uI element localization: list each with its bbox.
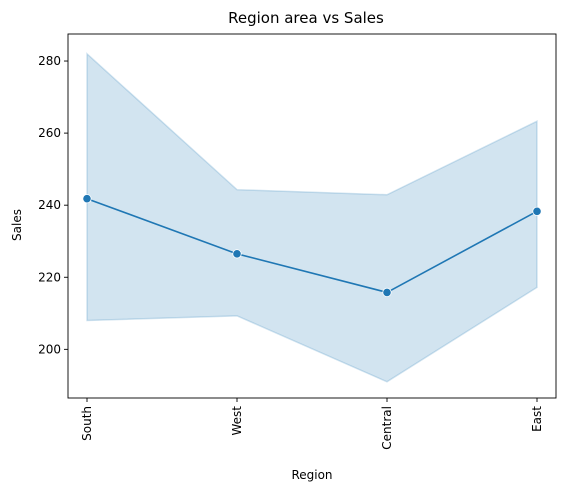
y-tick-label: 260 <box>38 126 61 140</box>
series-line <box>86 197 538 294</box>
y-tick-label: 280 <box>38 54 61 68</box>
data-point-central <box>382 287 392 298</box>
confidence-band-layer <box>86 52 538 383</box>
data-point-west <box>232 249 242 259</box>
x-tick-label-south: South <box>80 406 94 441</box>
data-point-east <box>532 206 542 216</box>
series-line-layer <box>86 197 538 294</box>
confidence-band <box>86 52 538 383</box>
y-axis-label: Sales <box>10 209 24 241</box>
y-tick-label: 240 <box>38 198 61 212</box>
series-points-layer <box>82 194 542 298</box>
y-axis: 200 220 240 260 280 <box>38 54 68 356</box>
plot-frame <box>67 33 557 399</box>
chart-title: Region area vs Sales <box>228 9 384 27</box>
x-tick-label-east: East <box>530 406 544 432</box>
y-tick-label: 220 <box>38 270 61 284</box>
x-axis: South West Central East <box>80 398 544 450</box>
data-point-south <box>82 194 92 204</box>
x-axis-label: Region <box>291 468 332 482</box>
x-tick-label-west: West <box>230 406 244 436</box>
x-tick-label-central: Central <box>380 406 394 450</box>
y-tick-label: 200 <box>38 342 61 356</box>
